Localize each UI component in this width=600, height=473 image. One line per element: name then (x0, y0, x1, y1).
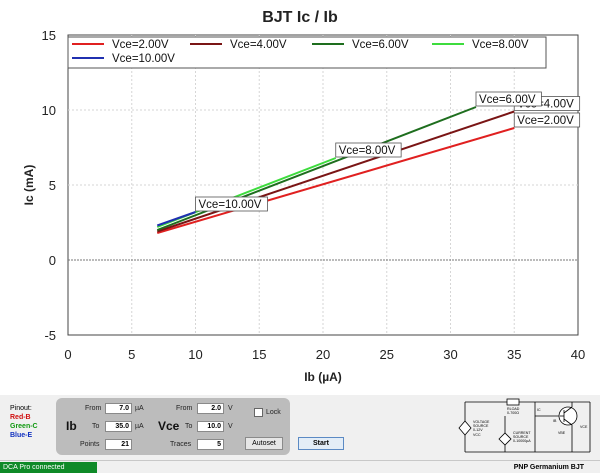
ib-label: Ib (66, 419, 77, 433)
svg-text:Vce=2.00V: Vce=2.00V (112, 39, 169, 51)
legend-entry-3: Vce=6.00V (312, 39, 409, 51)
series-end-label-1: Vce=2.00V (513, 112, 581, 128)
traces-label: Traces (170, 441, 192, 448)
ib-to-unit: µA (135, 423, 144, 430)
device-type: PNP Germanium BJT (513, 464, 584, 471)
pinout-red: Red-B (10, 414, 31, 421)
svg-text:Vce=6.00V: Vce=6.00V (479, 94, 536, 106)
legend: Vce=2.00V Vce=4.00V Vce=6.00V Vce=8.00V Vce=… (72, 39, 529, 65)
y-tick-label: -5 (44, 328, 56, 343)
circuit-voltage-label-3: 0-12V (473, 428, 483, 432)
circuit-voltage-label-2: SOURCE (473, 424, 489, 428)
ib-from-unit: µA (135, 405, 144, 412)
series-line-1 (156, 127, 515, 234)
vce-from-unit: V (228, 405, 233, 412)
traces-input[interactable]: 5 (197, 439, 224, 450)
svg-text:Vce=8.00V: Vce=8.00V (472, 39, 529, 51)
vce-from-input[interactable]: 2.0 (197, 403, 224, 414)
ib-to-label: To (92, 423, 100, 430)
x-tick-label: 10 (188, 347, 202, 362)
y-tick-label: 0 (49, 253, 56, 268)
vce-to-unit: V (228, 423, 233, 430)
autoset-button[interactable]: Autoset (245, 437, 283, 450)
circuit-rload-label-2: 0-700Ω (507, 411, 519, 415)
x-tick-label: 20 (316, 347, 330, 362)
points-label: Points (80, 441, 100, 448)
vce-from-label: From (176, 405, 193, 412)
circuit-ib-label: IB (553, 419, 557, 423)
x-tick-label: 25 (380, 347, 394, 362)
circuit-current-label-3: 0-10000µA (513, 439, 531, 443)
legend-entry-1: Vce=2.00V (72, 39, 169, 51)
pinout-green: Green-C (10, 423, 38, 430)
legend-box (67, 36, 547, 69)
series-line-5 (156, 211, 196, 227)
y-tick-label: 15 (42, 28, 56, 43)
pinout-legend: Pinout: Red-B Green-C Blue-E (10, 404, 38, 440)
legend-entry-4: Vce=8.00V (432, 39, 529, 51)
svg-text:Vce=10.00V: Vce=10.00V (112, 53, 175, 65)
series-end-label-4: Vce=8.00V (335, 142, 402, 158)
x-tick-label: 30 (443, 347, 457, 362)
y-tick-label: 5 (49, 178, 56, 193)
series-end-label-5: Vce=10.00V (195, 196, 268, 212)
y-axis-label: Ic (mA) (22, 165, 36, 206)
start-button[interactable]: Start (298, 437, 344, 450)
series-line-2 (156, 110, 515, 233)
circuit-vce-label: VCE (580, 425, 588, 429)
chart-title: BJT Ic / Ib (262, 9, 338, 26)
x-tick-label: 15 (252, 347, 266, 362)
y-tick-labels: -5 0 5 10 15 (42, 28, 56, 343)
circuit-current-label-1: CURRENT (513, 431, 531, 435)
grid-lines (68, 35, 578, 335)
circuit-current-label-2: SOURCE (513, 435, 529, 439)
pinout-blue: Blue-E (10, 432, 33, 439)
pinout-title: Pinout: (10, 405, 32, 412)
x-axis-label: Ib (µA) (304, 370, 342, 384)
status-bar: DCA Pro connected PNP Germanium BJT (0, 460, 600, 473)
circuit-voltage-label-1: VOLTAGE (473, 420, 490, 424)
legend-entry-5: Vce=10.00V (72, 53, 175, 65)
x-tick-labels: 0 5 10 15 20 25 30 35 40 (64, 347, 585, 362)
svg-text:Vce=8.00V: Vce=8.00V (339, 145, 396, 157)
vce-to-input[interactable]: 10.0 (197, 421, 224, 432)
ib-from-input[interactable]: 7.0 (105, 403, 132, 414)
vce-label: Vce (158, 419, 180, 433)
legend-entry-2: Vce=4.00V (190, 39, 287, 51)
svg-text:Vce=10.00V: Vce=10.00V (199, 199, 262, 211)
lock-label: Lock (266, 409, 281, 416)
connection-status: DCA Pro connected (0, 462, 97, 473)
ib-from-label: From (85, 405, 102, 412)
svg-text:Vce=6.00V: Vce=6.00V (352, 39, 409, 51)
x-tick-label: 0 (64, 347, 71, 362)
x-tick-label: 35 (507, 347, 521, 362)
vce-to-label: To (185, 423, 193, 430)
x-tick-label: 40 (571, 347, 585, 362)
series-end-label-3: Vce=6.00V (475, 91, 542, 107)
series-lines (156, 106, 515, 234)
lock-checkbox[interactable] (254, 408, 263, 417)
circuit-ic-label: IC (537, 408, 541, 412)
y-tick-label: 10 (42, 103, 56, 118)
circuit-rload-label-1: RLOAD (507, 407, 520, 411)
circuit-vbe-label: VBE (558, 431, 566, 435)
points-input[interactable]: 21 (105, 439, 132, 450)
svg-text:Vce=2.00V: Vce=2.00V (517, 115, 574, 127)
series-end-labels: Vce=2.00VVce=4.00VVce=6.00VVce=8.00VVce=… (195, 91, 581, 212)
ib-to-input[interactable]: 35.0 (105, 421, 132, 432)
ic-ib-chart: BJT Ic / Ib -5 0 5 10 15 0 5 10 15 20 25 30 35 40 Vc… (22, 9, 585, 384)
svg-text:Vce=4.00V: Vce=4.00V (230, 39, 287, 51)
test-circuit-diagram: VOLTAGE SOURCE 0-12V VCC RLOAD 0-700Ω CU… (458, 398, 591, 453)
circuit-vcc-label: VCC (473, 433, 481, 437)
x-tick-label: 5 (128, 347, 135, 362)
